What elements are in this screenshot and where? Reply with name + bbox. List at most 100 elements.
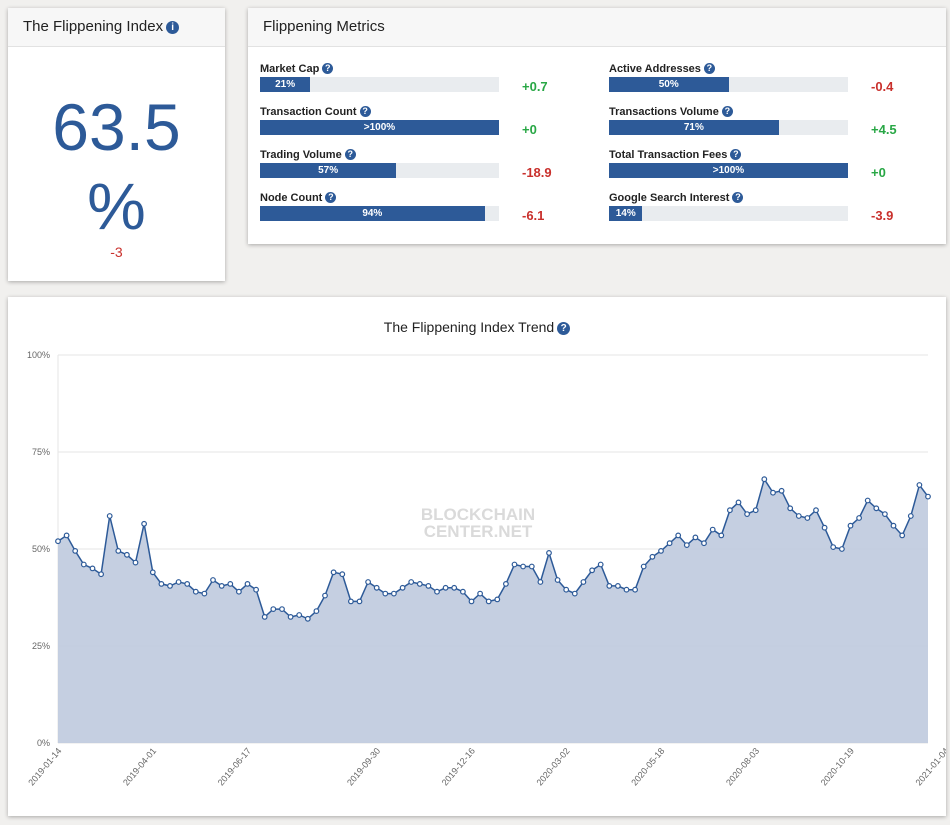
data-point <box>727 507 733 514</box>
help-icon[interactable]: ? <box>703 63 715 74</box>
data-point <box>615 583 621 589</box>
data-point <box>218 583 225 589</box>
data-point <box>839 546 845 552</box>
flippening-index-panel: The Flippening Index i 63.5 % -3 <box>8 8 225 281</box>
data-point <box>339 571 346 578</box>
x-tick-label: 2019-12-16 <box>440 746 477 788</box>
metric-progress-bar: 94% <box>260 206 499 221</box>
index-change: -3 <box>110 244 123 260</box>
x-tick-label: 2021-01-04 <box>914 746 946 788</box>
data-point <box>701 540 707 547</box>
data-point <box>718 532 725 539</box>
data-point <box>460 588 466 595</box>
data-point <box>123 551 130 558</box>
metric-change: -18.9 <box>522 165 552 180</box>
chart-title-row: The Flippening Index Trend? <box>8 319 946 335</box>
data-point <box>72 547 79 554</box>
data-point <box>873 505 880 512</box>
metric-change: -0.4 <box>871 79 894 94</box>
data-point <box>925 493 931 500</box>
metric-item: Google Search Interest? 14% -3.9 <box>609 191 939 231</box>
data-point <box>666 540 673 547</box>
trend-chart-panel: The Flippening Index Trend? 0% 25% 50% 75% 1… <box>8 297 946 816</box>
metric-progress-fill: >100% <box>260 120 499 135</box>
data-point <box>477 590 484 597</box>
y-tick-label: 75% <box>32 447 50 457</box>
data-point <box>382 590 389 597</box>
watermark-text: BLOCKCHAIN <box>421 505 535 524</box>
metric-label: Node Count? <box>260 191 590 205</box>
data-point <box>563 586 570 593</box>
help-icon[interactable]: ? <box>732 192 744 203</box>
data-point <box>373 584 380 591</box>
data-point <box>546 549 552 556</box>
index-panel-header: The Flippening Index i <box>8 8 225 47</box>
data-point <box>821 524 828 531</box>
data-point <box>270 606 277 613</box>
metric-progress-bar: >100% <box>260 120 499 135</box>
data-point <box>244 581 251 587</box>
data-point <box>425 583 432 589</box>
help-icon[interactable]: ? <box>721 106 733 117</box>
data-point <box>149 569 156 576</box>
index-panel-title: The Flippening Index <box>23 18 164 35</box>
help-icon[interactable]: ? <box>359 106 371 117</box>
data-point <box>201 590 208 597</box>
data-point <box>623 586 630 593</box>
help-icon[interactable]: ? <box>344 149 356 160</box>
metric-label-text: Transactions Volume <box>609 106 719 118</box>
data-point <box>503 581 509 587</box>
data-point <box>916 482 923 488</box>
data-point <box>597 561 604 568</box>
metric-change: +0 <box>871 165 886 180</box>
x-tick-label: 2019-09-30 <box>345 746 382 788</box>
metric-change: -3.9 <box>871 208 894 223</box>
data-point <box>106 513 113 519</box>
data-point <box>348 598 354 605</box>
help-icon[interactable]: ? <box>325 192 337 203</box>
data-point <box>692 534 699 541</box>
help-icon[interactable]: ? <box>557 322 571 335</box>
data-point <box>296 612 303 618</box>
metric-item: Transactions Volume? 71% +4.5 <box>609 105 939 145</box>
metric-progress-fill: 57% <box>260 163 397 178</box>
y-tick-label: 25% <box>32 641 50 651</box>
x-tick-label: 2019-01-14 <box>26 746 63 788</box>
data-point <box>658 547 664 554</box>
data-point <box>683 542 690 549</box>
data-point <box>365 579 372 585</box>
metric-label: Transactions Volume? <box>609 105 939 119</box>
data-point <box>606 583 613 589</box>
data-point <box>485 598 492 605</box>
metric-item: Active Addresses? 50% -0.4 <box>609 62 939 102</box>
data-point <box>391 590 397 597</box>
data-point <box>899 532 906 539</box>
metric-progress-fill: 21% <box>260 77 311 92</box>
data-point <box>580 579 587 585</box>
data-point <box>494 596 501 603</box>
data-point <box>907 513 914 519</box>
metric-progress-bar: 14% <box>609 206 848 221</box>
data-point <box>63 532 70 539</box>
data-point <box>184 581 191 587</box>
y-tick-label: 50% <box>32 544 50 554</box>
metric-progress-fill: 14% <box>609 206 643 221</box>
data-point <box>227 581 234 587</box>
data-point <box>571 590 578 597</box>
data-point <box>890 522 897 529</box>
data-point <box>520 563 526 570</box>
data-point <box>856 515 862 521</box>
data-point <box>132 559 139 566</box>
data-point <box>210 577 216 583</box>
data-point <box>167 583 173 589</box>
data-point <box>675 532 682 539</box>
info-icon[interactable]: i <box>166 21 180 34</box>
help-icon[interactable]: ? <box>730 149 742 160</box>
data-point <box>511 561 518 568</box>
metric-item: Transaction Count? >100% +0 <box>260 105 590 145</box>
data-point <box>735 499 742 506</box>
metric-label: Transaction Count? <box>260 105 590 119</box>
data-point <box>528 563 535 570</box>
help-icon[interactable]: ? <box>322 63 334 74</box>
